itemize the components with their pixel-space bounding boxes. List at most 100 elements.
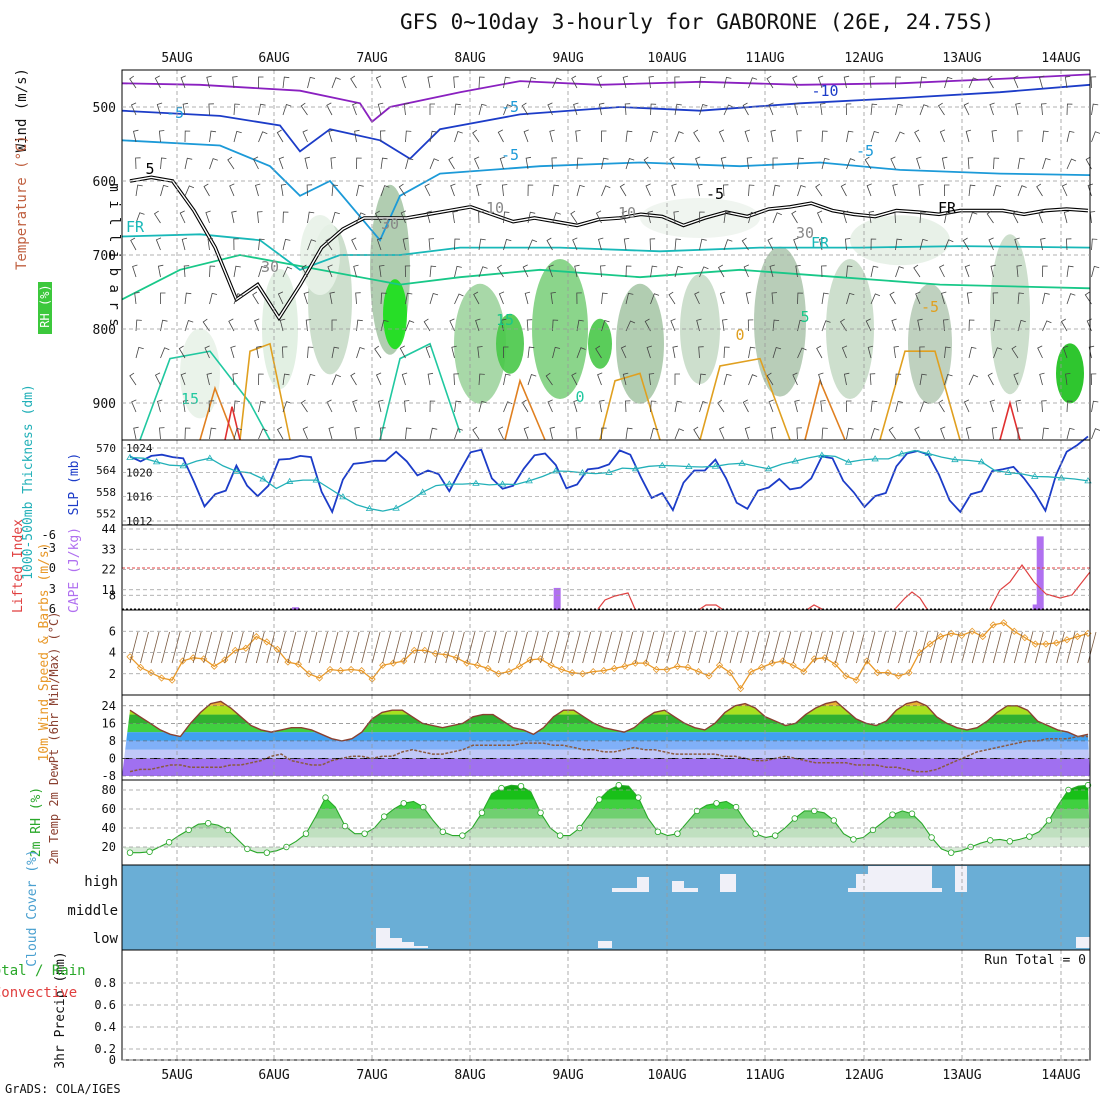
wind-barb [941, 291, 947, 305]
wind-barb [281, 346, 288, 359]
wind-barb [943, 319, 949, 332]
wind-10m-barb [666, 631, 676, 664]
wind-barb [944, 184, 950, 196]
wind-barb [401, 372, 408, 386]
wind-10m-barb [371, 631, 381, 664]
contour-label: -5 [166, 104, 184, 122]
wind-barb [625, 427, 633, 440]
wind-10m-barb [1066, 631, 1076, 664]
wind-barb [723, 346, 730, 359]
wind-barb [129, 372, 137, 386]
wind-barb [202, 318, 210, 332]
wind-10m-barb [982, 631, 992, 664]
pressure-tick-label: 500 [93, 101, 116, 116]
temp-contour-12 [504, 378, 546, 441]
wind-barb [352, 102, 358, 116]
contour-label: 10 [618, 204, 636, 222]
pressure-tick-label: 900 [93, 397, 116, 412]
rh-marker [459, 832, 466, 839]
wind-barb [944, 374, 953, 386]
rh-marker [674, 830, 681, 837]
wind-barb [380, 319, 389, 332]
rh-marker [869, 826, 877, 834]
dewpt-line [129, 735, 1088, 773]
wind-barb [625, 130, 633, 143]
wind-barb [527, 239, 538, 251]
wind-barb [1066, 293, 1076, 305]
temp-axis-label: 2m Temp 2m DewPt (6hr Min/Max) (°C) [47, 612, 61, 865]
thickness-marker [1057, 474, 1066, 481]
wind-barb [938, 399, 945, 413]
wind-barb [326, 102, 333, 116]
cloud-tick-label: middle [67, 903, 118, 919]
wind-barb [1066, 265, 1074, 278]
contour-label: 5 [800, 308, 809, 326]
wind-speed-marker [863, 657, 871, 665]
wind-barb [135, 184, 143, 197]
wind-10m-barb [813, 631, 823, 664]
wind-barb [669, 156, 676, 170]
wind-barb [182, 102, 189, 116]
wind-barb [375, 75, 382, 89]
wind-barb [135, 319, 142, 332]
wind-10m-barb [677, 631, 686, 664]
wind-10m-barb [761, 631, 771, 664]
date-tick-bottom: 11AUG [745, 1068, 784, 1083]
temp-contour-5 [139, 350, 271, 441]
wind-speed-marker [926, 640, 934, 648]
wind-barb [991, 130, 997, 143]
wind-10m-barb [529, 631, 539, 664]
thickness-marker [1004, 468, 1012, 475]
rh-marker [947, 849, 955, 856]
cloud-block [868, 866, 932, 892]
temp-contour-15 [999, 399, 1021, 441]
wind-barb [525, 156, 532, 170]
wind-barb [621, 210, 628, 224]
wind-10m-barb [1024, 631, 1034, 664]
wind-speed-marker [400, 657, 408, 665]
rh-marker [380, 813, 388, 820]
rh-marker [752, 830, 759, 837]
wind-speed-marker [705, 672, 713, 680]
temp-bands [122, 701, 1090, 776]
wind-barb [402, 237, 409, 251]
wind-barb [258, 400, 266, 413]
wind-barb [405, 130, 412, 143]
rh-band [122, 790, 1090, 800]
wind-barb [797, 292, 803, 305]
wind-barb [527, 346, 535, 359]
wind-barb [1066, 400, 1073, 413]
wind-barb [302, 129, 308, 143]
wind-speed-marker [915, 648, 924, 657]
wind-barb [454, 238, 460, 251]
wind-10m-barb [203, 631, 213, 664]
cloud-block [856, 874, 868, 892]
wind-barb [645, 183, 651, 197]
wind-barb [625, 157, 635, 170]
wind-barb [1015, 399, 1021, 413]
thickness-marker [685, 462, 693, 470]
wind-barb [572, 237, 578, 251]
wind-10m-barb [729, 631, 739, 664]
wind-barb [620, 345, 627, 359]
wind-barb [478, 266, 488, 278]
wind-speed-marker [147, 669, 155, 677]
wind-barb [940, 426, 946, 440]
wind-barb [258, 373, 264, 386]
wind-barb [795, 265, 801, 278]
wind-tick-label: 2 [109, 667, 116, 681]
wind-barb [816, 345, 823, 359]
rh-marker [596, 796, 603, 803]
wind-barb [472, 426, 480, 440]
contour-label: 30 [381, 215, 399, 233]
cloud-block [1076, 937, 1090, 948]
wind-10m-barb [561, 631, 571, 664]
rh-marker [1084, 782, 1092, 789]
wind-barb [429, 158, 439, 170]
wind-barb [674, 400, 683, 413]
wind-barb [574, 264, 580, 278]
wind-barb [404, 265, 411, 278]
wind-barb [624, 103, 631, 116]
wind-barb [573, 399, 579, 413]
wind-barb [527, 211, 536, 224]
